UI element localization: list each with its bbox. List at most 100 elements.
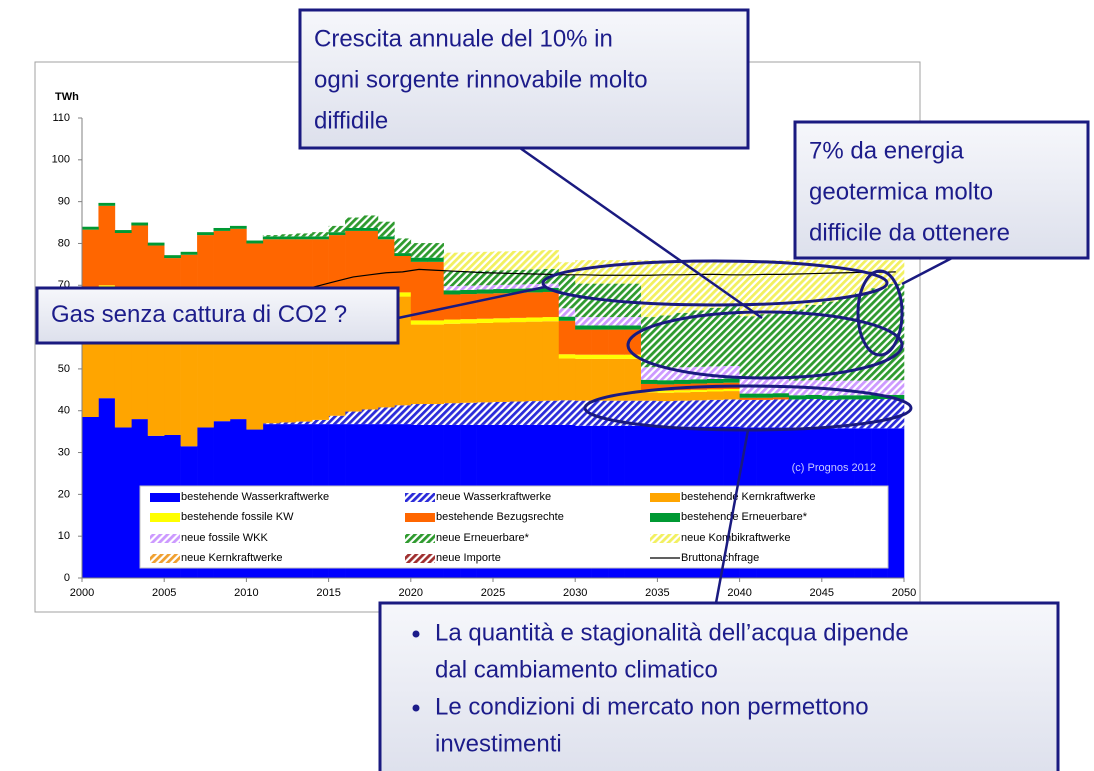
bar-segment [690, 310, 708, 367]
bar-segment [246, 240, 264, 244]
bar-segment [295, 236, 313, 240]
legend-swatch [405, 534, 435, 543]
legend-swatch [405, 554, 435, 563]
x-tick-label: 2035 [645, 587, 669, 599]
bar-segment [624, 260, 642, 284]
bar-segment [624, 283, 642, 318]
connector [901, 256, 953, 286]
bar-segment [295, 233, 313, 237]
bar-segment [591, 354, 609, 359]
bar-segment [739, 393, 757, 398]
bar-segment [164, 255, 181, 259]
bar-segment [624, 400, 642, 426]
y-tick-label: 10 [58, 530, 70, 542]
bar-segment [542, 291, 560, 318]
bar-segment [279, 422, 297, 425]
bar-segment [608, 325, 625, 330]
bar-segment [443, 271, 461, 287]
bar-segment [328, 225, 346, 233]
bar-segment [739, 399, 757, 428]
legend-label: neue Erneuerbare* [436, 532, 530, 544]
bar-segment [558, 316, 576, 321]
legend-label: Bruttonachfrage [681, 552, 759, 564]
y-tick-label: 50 [58, 363, 70, 375]
bar-segment [723, 391, 740, 400]
bar-segment [591, 317, 609, 326]
bar-segment [640, 260, 658, 318]
bar-segment [591, 358, 609, 401]
bar-segment [558, 358, 576, 401]
bar-segment [838, 260, 855, 297]
bar-segment [591, 329, 609, 355]
bar-segment [657, 367, 675, 381]
callout-text: ogni sorgente rinnovabile molto [314, 66, 648, 93]
bar-segment [509, 292, 527, 318]
bar-segment [328, 415, 346, 425]
bar-segment [377, 239, 395, 295]
bar-segment [706, 391, 724, 400]
y-tick-label: 100 [52, 154, 70, 166]
bar-segment [345, 411, 362, 425]
bar-segment [525, 292, 543, 318]
bar-segment [525, 401, 543, 425]
bar-segment [608, 329, 625, 355]
bullet-dot [412, 704, 420, 712]
bar-segment [525, 321, 543, 402]
bar-segment [410, 261, 428, 321]
bar-segment [640, 400, 658, 426]
bar-segment [575, 317, 592, 326]
bar-segment [805, 399, 823, 428]
bar-segment [493, 401, 510, 425]
bar-segment [640, 379, 658, 384]
legend-label: neue fossile WKK [181, 532, 268, 544]
bar-segment [427, 320, 444, 325]
bar-segment [410, 257, 428, 262]
bar-segment [312, 236, 329, 240]
bar-segment [854, 395, 872, 400]
bar-segment [509, 288, 527, 293]
bar-segment [624, 317, 642, 326]
bar-segment [394, 256, 412, 293]
x-tick-label: 2005 [152, 587, 176, 599]
bar-segment [788, 260, 806, 310]
bar-segment [805, 260, 823, 305]
bar-segment [410, 243, 428, 258]
bar-segment [98, 202, 116, 206]
bar-segment [427, 324, 444, 405]
bar-segment [591, 325, 609, 330]
legend-label: bestehende Wasserkraftwerke [181, 491, 329, 503]
bar-segment [608, 354, 625, 359]
bar-segment [772, 399, 790, 428]
bar-segment [345, 230, 362, 299]
bar-segment [476, 251, 494, 271]
bar-segment [262, 236, 280, 240]
source-note: (c) Prognos 2012 [792, 462, 876, 474]
bar-segment [361, 230, 379, 297]
bar-segment [838, 395, 855, 400]
bar-segment [558, 400, 576, 425]
bar-segment [575, 358, 592, 401]
bar-segment [706, 378, 724, 384]
x-tick-label: 2020 [399, 587, 423, 599]
bar-segment [164, 326, 181, 435]
bar-segment [476, 322, 494, 403]
bar-segment [460, 285, 477, 290]
bar-segment [213, 227, 231, 231]
x-tick-label: 2000 [70, 587, 94, 599]
bar-segment [460, 271, 477, 286]
bar-segment [690, 260, 708, 311]
bar-segment [509, 269, 527, 285]
bar-segment [558, 274, 576, 309]
bar-segment [476, 270, 494, 286]
bar-segment [114, 318, 132, 428]
x-tick-label: 2045 [810, 587, 834, 599]
bullet-text: investimenti [435, 730, 562, 757]
legend-label: neue Kombikraftwerke [681, 532, 790, 544]
bar-segment [493, 322, 510, 402]
bar-segment [673, 260, 691, 313]
y-tick-label: 0 [64, 572, 70, 584]
x-tick-label: 2010 [234, 587, 258, 599]
bar-segment [690, 379, 708, 384]
bar-segment [493, 289, 510, 294]
